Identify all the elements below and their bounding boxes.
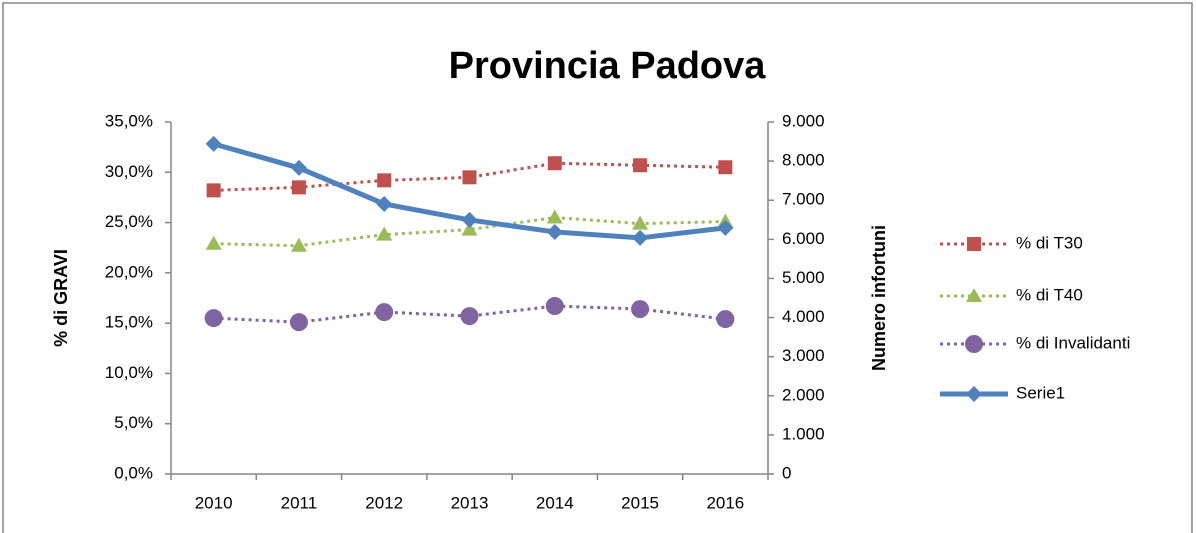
data-point xyxy=(291,180,306,195)
data-point xyxy=(290,159,307,176)
y-tick-label: 30,0% xyxy=(105,162,153,181)
x-tick-label: 2016 xyxy=(706,493,744,512)
data-point xyxy=(460,307,479,326)
y2-tick-label: 4.000 xyxy=(782,307,825,326)
data-point xyxy=(633,158,648,173)
data-point xyxy=(205,235,222,250)
y-tick-label: 25,0% xyxy=(105,212,153,231)
x-tick-label: 2014 xyxy=(536,493,574,512)
data-point xyxy=(462,170,477,185)
data-point xyxy=(461,211,478,228)
y2-tick-label: 8.000 xyxy=(782,151,825,170)
y2-tick-label: 3.000 xyxy=(782,346,825,365)
x-tick-label: 2010 xyxy=(195,493,233,512)
data-point xyxy=(375,303,394,322)
data-point xyxy=(632,215,649,230)
data-point xyxy=(545,297,564,316)
data-point xyxy=(204,309,223,328)
data-point xyxy=(631,300,650,319)
data-point xyxy=(290,237,307,252)
data-point xyxy=(718,160,733,175)
data-point xyxy=(632,229,649,246)
legend-marker xyxy=(966,288,982,302)
y-axis-label: % di GRAVI xyxy=(51,249,71,347)
y2-tick-label: 7.000 xyxy=(782,190,825,209)
data-point xyxy=(716,310,735,329)
y-tick-label: 10,0% xyxy=(105,363,153,382)
y2-tick-label: 1.000 xyxy=(782,424,825,443)
legend-label: % di T30 xyxy=(1016,233,1083,252)
data-point xyxy=(376,226,393,241)
y2-tick-label: 0 xyxy=(782,463,791,482)
data-point xyxy=(717,219,734,236)
x-tick-label: 2011 xyxy=(281,493,318,512)
data-point xyxy=(377,173,392,188)
y2-tick-label: 6.000 xyxy=(782,229,825,248)
y2-tick-label: 9.000 xyxy=(782,111,825,130)
x-tick-label: 2015 xyxy=(621,493,659,512)
data-point xyxy=(289,313,308,332)
legend-label: % di T40 xyxy=(1016,285,1083,304)
x-tick-label: 2013 xyxy=(451,493,489,512)
y-tick-label: 15,0% xyxy=(105,313,153,332)
x-tick-label: 2012 xyxy=(365,493,403,512)
y-tick-label: 5,0% xyxy=(114,413,153,432)
data-point xyxy=(376,195,393,212)
data-point xyxy=(547,156,562,171)
legend-label: Serie1 xyxy=(1016,383,1065,402)
legend-marker xyxy=(966,386,982,402)
y-tick-label: 35,0% xyxy=(105,111,153,130)
y-tick-label: 20,0% xyxy=(105,262,153,281)
y2-tick-label: 2.000 xyxy=(782,385,825,404)
y2-tick-label: 5.000 xyxy=(782,268,825,287)
legend-marker xyxy=(965,335,983,353)
y-tick-label: 0,0% xyxy=(114,463,153,482)
data-point xyxy=(206,183,221,198)
y2-axis-label: Numero infortuni xyxy=(869,225,889,371)
data-point xyxy=(461,221,478,236)
data-point xyxy=(205,135,222,152)
legend-marker xyxy=(967,237,981,251)
data-point xyxy=(546,223,563,240)
chart-title: Provincia Padova xyxy=(449,45,767,87)
data-point xyxy=(546,209,563,224)
legend-label: % di Invalidanti xyxy=(1016,333,1130,352)
